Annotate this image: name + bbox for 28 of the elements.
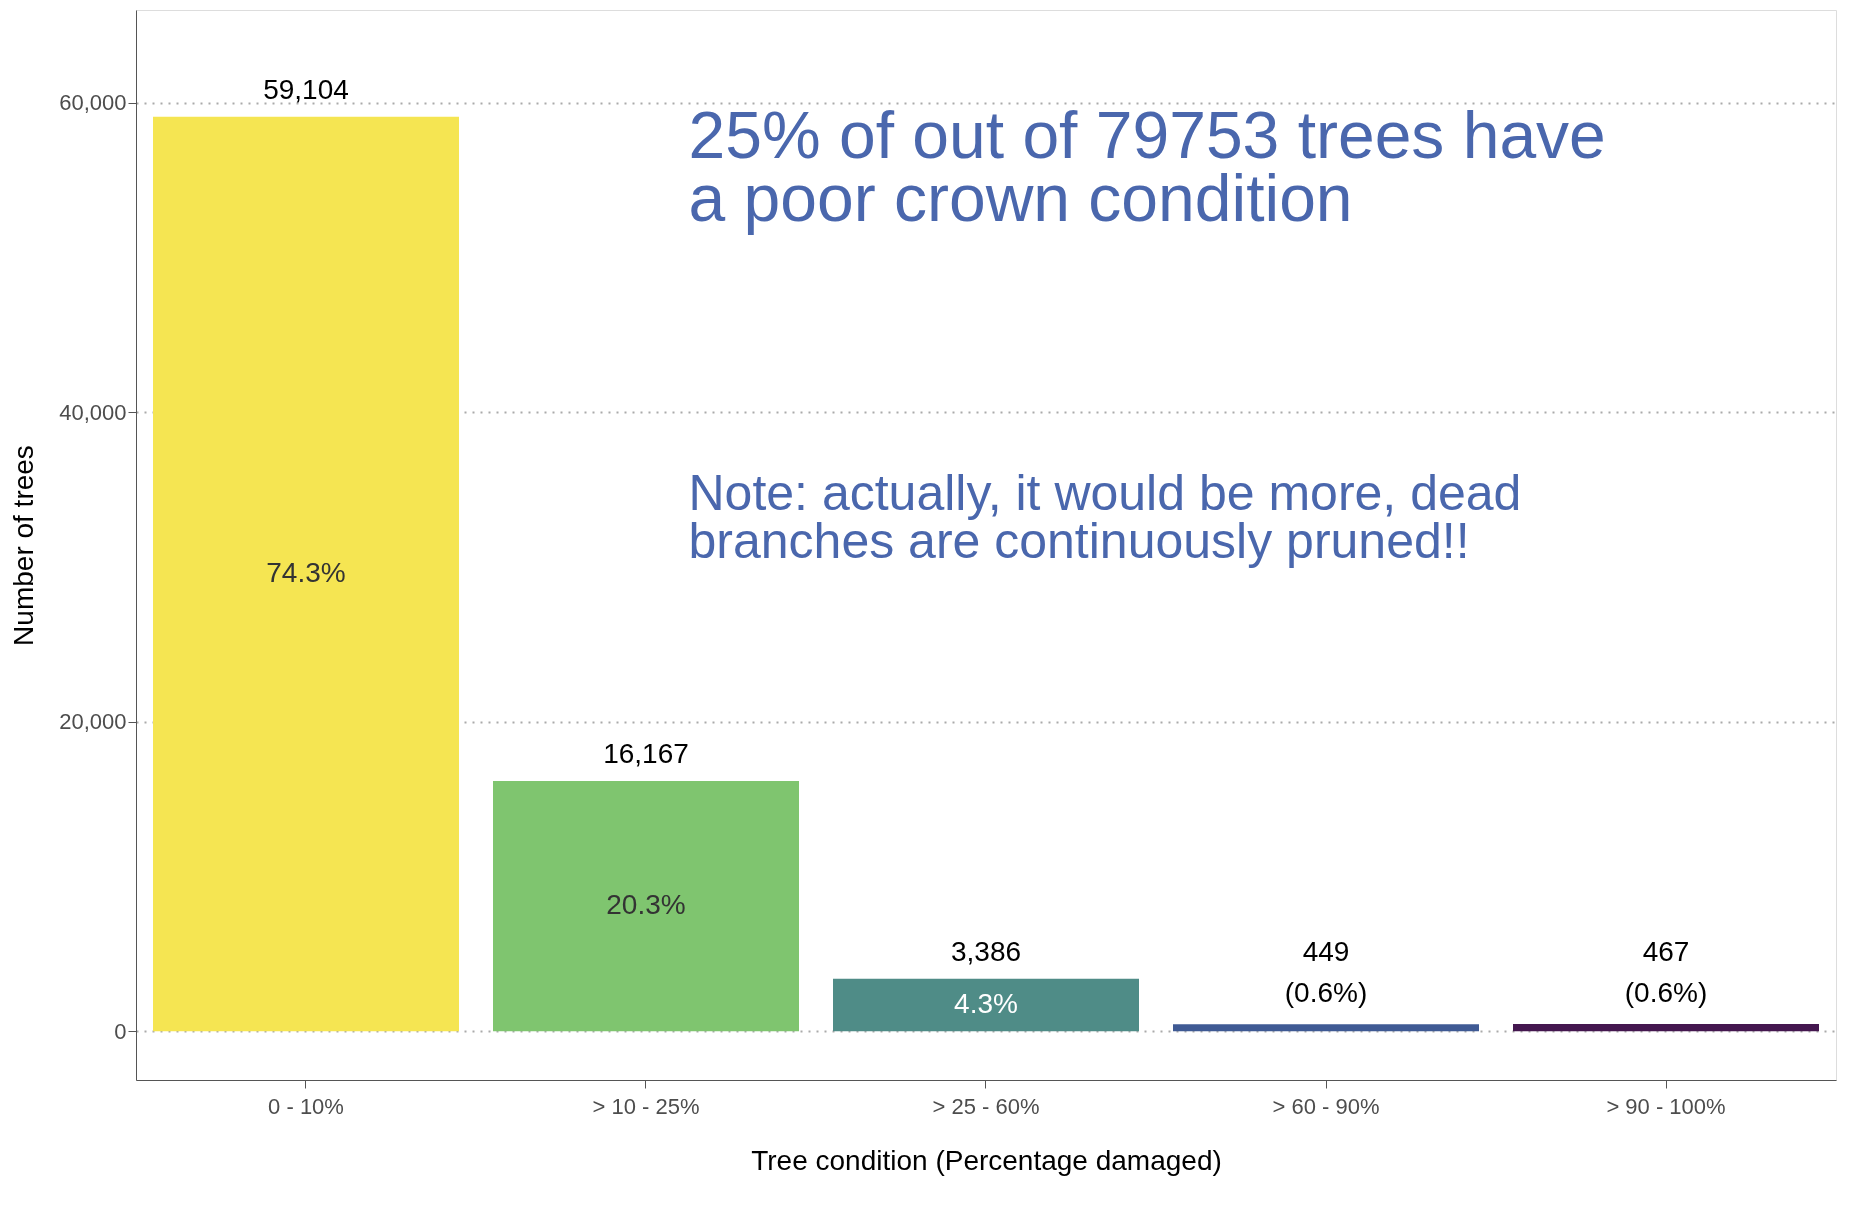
bar (153, 116, 459, 1032)
y-tick-label: 20,000 (59, 709, 127, 735)
data-label: 59,104 (263, 73, 349, 105)
y-tick-label: 0 (114, 1018, 127, 1044)
data-label: 467 (1642, 936, 1690, 968)
annotation: (0.6%) (1284, 977, 1368, 1009)
bar (1173, 1024, 1479, 1032)
y-tick-label: 60,000 (59, 90, 127, 116)
data-label: 449 (1302, 936, 1350, 968)
x-tick-label: > 60 - 90% (1272, 1093, 1380, 1119)
data-label: 3,386 (950, 935, 1022, 967)
annotation: 20.3% (606, 889, 686, 921)
bar (833, 978, 1139, 1032)
annotation: 25% of out of 79753 trees have a poor crown condition (688, 98, 1606, 235)
data-label: 16,167 (603, 738, 689, 770)
annotation: 74.3% (266, 556, 346, 588)
x-tick-label: > 90 - 100% (1606, 1093, 1726, 1119)
y-tick-label: 40,000 (59, 399, 127, 425)
x-tick-label: > 10 - 25% (592, 1093, 700, 1119)
x-tick-label: 0 - 10% (268, 1093, 344, 1119)
annotation: 4.3% (954, 988, 1018, 1020)
bar (493, 781, 799, 1032)
bar (1513, 1024, 1819, 1032)
x-axis-title: Tree condition (Percentage damaged) (751, 1144, 1222, 1176)
annotation: Note: actually, it would be more, dead branches are continuously pruned!! (688, 465, 1522, 569)
y-axis-title: Number of trees (8, 445, 40, 646)
x-tick-label: > 25 - 60% (932, 1093, 1040, 1119)
annotation: (0.6%) (1624, 977, 1708, 1009)
